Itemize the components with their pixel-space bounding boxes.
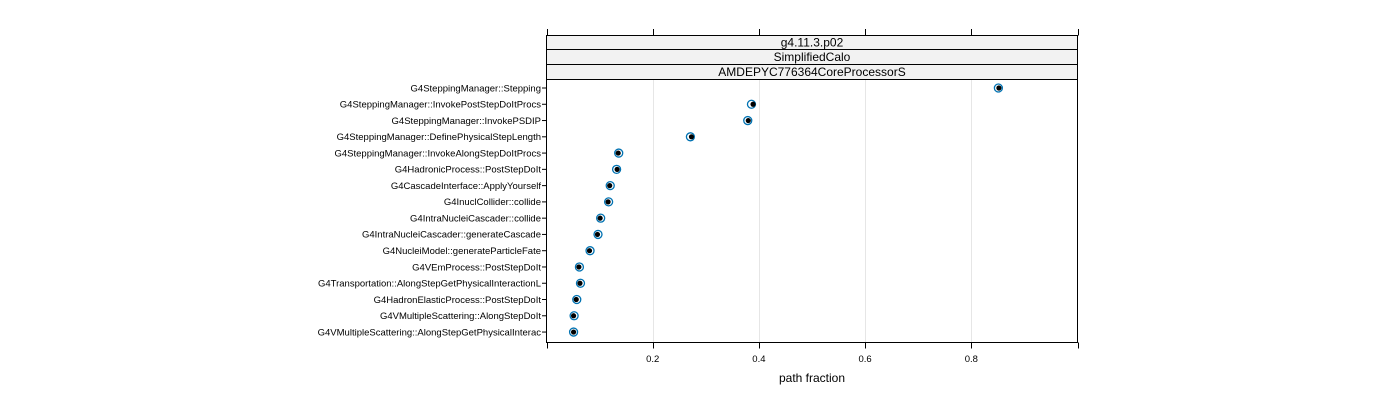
category-label-0: G4SteppingManager::Stepping [411,83,541,94]
left-axis-ticks [542,87,547,333]
category-label-10: G4NucleiModel::generateParticleFate [383,246,541,257]
open-marker-12 [575,278,586,288]
filled-marker-10 [586,248,593,254]
x-tick-label-0: 0.2 [646,354,659,365]
x-tick-label-2: 0.6 [858,354,871,365]
filled-marker-9 [594,231,601,238]
filled-marker-12 [577,280,583,286]
panel-frame [546,79,1078,343]
filled-marker-11 [576,264,582,270]
open-marker-11 [574,262,585,272]
strip-label-version: g4.11.3.p02 [781,36,844,50]
category-label-12: G4Transportation::AlongStepGetPhysicalIn… [318,279,541,290]
filled-marker-15 [570,329,577,335]
open-marker-7 [603,197,614,207]
category-labels: G4SteppingManager::SteppingG4SteppingMan… [318,83,542,338]
category-label-7: G4InuclCollider::collide [444,197,541,208]
open-marker-14 [569,311,579,321]
filled-marker-4 [615,150,621,156]
open-marker-9 [593,229,603,240]
grid-lines [653,79,972,343]
category-label-6: G4CascadeInterface::ApplyYourself [391,181,542,192]
strip-box-2 [546,64,1078,80]
filled-marker-6 [607,183,613,189]
open-marker-8 [596,213,606,223]
filled-marker-2 [745,117,751,124]
open-marker-6 [605,180,615,191]
category-label-13: G4HadronElasticProcess::PostStepDoIt [374,295,542,306]
open-marker-3 [685,132,696,142]
open-marker-15 [568,327,579,337]
category-label-3: G4SteppingManager::DefinePhysicalStepLen… [337,132,541,143]
filled-marker-3 [688,134,695,140]
strip-label-app: SimplifiedCalo [774,50,851,64]
filled-marker-13 [573,296,579,303]
strip-headers: g4.11.3.p02 SimplifiedCalo AMDEPYC776364… [546,35,1078,80]
bottom-axis-ticks: 0.2 0.4 0.6 0.8 [547,342,1079,365]
filled-marker-7 [605,199,611,205]
filled-marker-5 [614,166,620,172]
open-marker-2 [743,115,753,126]
open-marker-0 [993,83,1004,93]
open-marker-10 [585,246,595,256]
strip-label-platform: AMDEPYC776364CoreProcessorS [718,65,905,79]
top-axis-ticks [547,29,1079,36]
open-marker-13 [572,294,582,305]
category-label-15: G4VMultipleScattering::AlongStepGetPhysi… [318,327,542,338]
filled-marker-8 [597,215,603,221]
category-label-2: G4SteppingManager::InvokePSDIP [392,116,541,127]
data-points [568,83,1004,337]
filled-marker-1 [750,101,756,107]
open-marker-5 [611,164,622,175]
x-tick-label-3: 0.8 [965,354,978,365]
category-label-1: G4SteppingManager::InvokePostStepDoItPro… [340,100,541,111]
category-label-11: G4VEmProcess::PostStepDoIt [412,262,541,273]
filled-marker-0 [996,85,1002,91]
category-label-5: G4HadronicProcess::PostStepDoIt [395,165,542,176]
filled-marker-14 [570,313,577,319]
x-axis-title: path fraction [779,371,845,385]
category-label-8: G4IntraNucleiCascader::collide [410,213,541,224]
open-marker-4 [614,148,624,158]
category-label-4: G4SteppingManager::InvokeAlongStepDoItPr… [335,148,542,159]
category-label-14: G4VMultipleScattering::AlongStepDoIt [380,311,541,322]
x-tick-label-1: 0.4 [752,354,765,365]
category-label-9: G4IntraNucleiCascader::generateCascade [362,230,541,241]
